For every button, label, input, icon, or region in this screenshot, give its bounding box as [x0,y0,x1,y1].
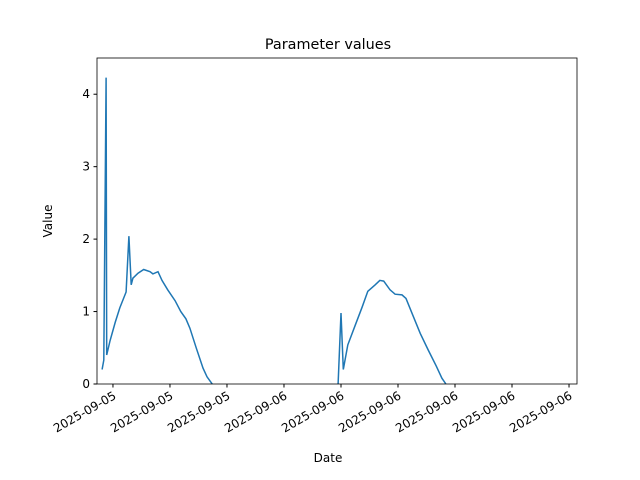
line-series [101,77,447,384]
y-axis-label: Value [41,205,55,238]
y-tick-label: 3 [82,160,90,174]
chart-title: Parameter values [265,37,391,53]
plot-frame [96,57,578,385]
y-tick-label: 2 [82,232,90,246]
x-axis-label: Date [314,451,343,465]
y-tick-label: 0 [82,377,90,391]
y-tick-label: 4 [82,87,90,101]
y-tick-label: 1 [82,305,90,319]
